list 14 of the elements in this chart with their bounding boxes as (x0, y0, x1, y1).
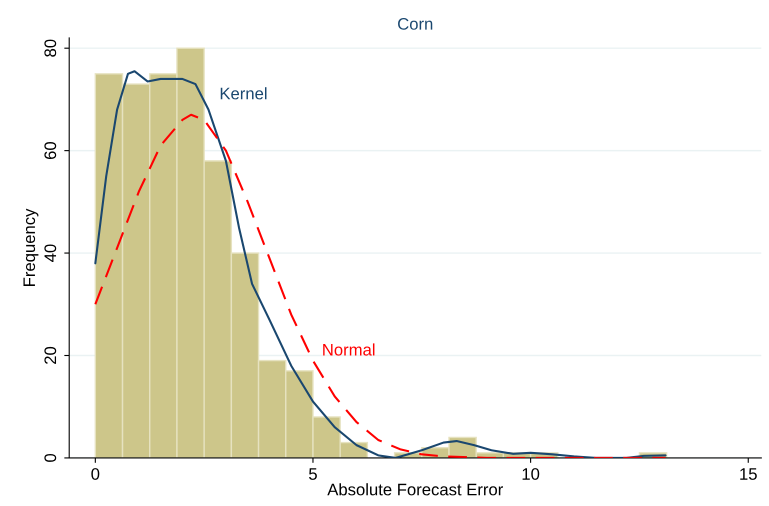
x-tick-label: 0 (91, 468, 100, 480)
y-tick-label: 20 (44, 346, 56, 364)
chart-title: Corn (398, 18, 432, 30)
y-tick-label: 40 (44, 244, 56, 262)
x-axis-title: Absolute Forecast Error (327, 483, 503, 496)
x-tick-label: 5 (309, 468, 317, 480)
y-axis-title: Frequency (23, 208, 38, 286)
y-tick-label: 60 (44, 142, 56, 160)
y-tick-label: 80 (44, 40, 56, 57)
series-label: Normal (323, 343, 374, 356)
x-tick-label: 15 (740, 468, 757, 480)
series-label: Kernel (220, 87, 266, 100)
y-tick-label: 0 (44, 454, 56, 462)
x-tick-label: 10 (522, 468, 540, 480)
